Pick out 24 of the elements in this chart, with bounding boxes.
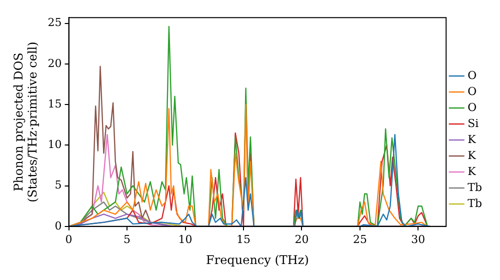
legend-label: K: [468, 148, 477, 162]
y-axis-title: Phonon projected DOS (States/THz·primitive cell): [11, 42, 40, 202]
x-tick-label: 5: [124, 232, 131, 246]
y-tick-label: 10: [48, 138, 62, 152]
legend-label: Si: [468, 116, 480, 130]
legend-label: K: [468, 132, 477, 146]
y-tick-label: 20: [48, 56, 62, 70]
y-tick-label: 0: [54, 219, 62, 232]
legend-label: O: [468, 84, 477, 98]
legend-label: K: [468, 164, 477, 178]
y-tick-label: 25: [48, 16, 62, 30]
x-tick-label: 15: [236, 232, 250, 246]
y-tick-label: 5: [54, 178, 62, 192]
x-tick-label: 25: [352, 232, 367, 246]
legend-label: O: [468, 68, 477, 82]
legend-label: Tb: [468, 196, 482, 210]
legend-label: O: [468, 100, 477, 114]
y-tick-label: 15: [48, 97, 62, 110]
x-tick-label: 30: [411, 232, 426, 246]
x-axis-title: Frequency (THz): [206, 252, 309, 267]
legend-label: Tb: [468, 180, 482, 194]
x-tick-label: 10: [178, 232, 192, 246]
x-tick-label: 20: [294, 232, 309, 246]
x-tick-label: 0: [65, 232, 72, 246]
